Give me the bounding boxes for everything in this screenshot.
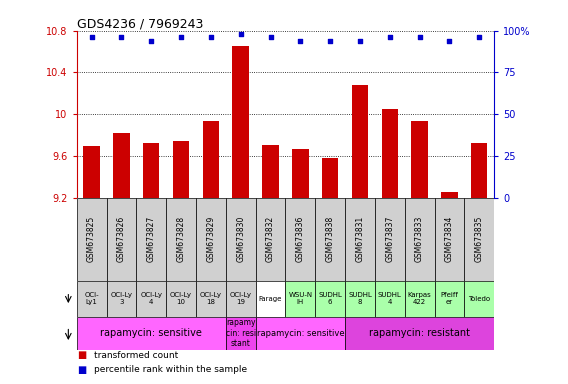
Text: rapamy
cin: resi
stant: rapamy cin: resi stant [225,318,256,348]
Text: rapamycin: resistant: rapamycin: resistant [369,328,470,338]
Bar [411,121,428,197]
Text: OCI-Ly
4: OCI-Ly 4 [140,292,162,305]
Bar [77,281,107,317]
Point [385,34,394,40]
Bar [256,317,345,349]
Bar [375,197,404,281]
Text: GSM673828: GSM673828 [177,216,186,262]
Point [356,38,365,44]
Bar [292,149,308,197]
Text: GSM673833: GSM673833 [415,216,424,262]
Point [147,38,156,44]
Bar [286,281,315,317]
Bar [286,197,315,281]
Bar [345,317,494,349]
Point [266,34,275,40]
Text: SUDHL
4: SUDHL 4 [378,292,402,305]
Text: OCI-Ly
10: OCI-Ly 10 [170,292,192,305]
Bar [196,197,226,281]
Point [236,31,245,37]
Bar [196,281,226,317]
Bar [166,197,196,281]
Bar [441,192,458,197]
Point [445,38,454,44]
Bar [471,143,487,197]
Bar [405,281,435,317]
Bar [256,281,286,317]
Bar [352,85,368,197]
Bar [405,197,435,281]
Text: GSM673836: GSM673836 [296,216,305,262]
Text: GSM673831: GSM673831 [356,216,365,262]
Text: OCI-Ly
3: OCI-Ly 3 [110,292,132,305]
Bar [113,133,130,197]
Bar [232,46,249,197]
Bar [256,197,286,281]
Text: GSM673832: GSM673832 [266,216,275,262]
Text: GSM673825: GSM673825 [87,216,96,262]
Bar [136,197,166,281]
Bar [226,281,256,317]
Bar [173,141,189,197]
Bar [465,197,494,281]
Text: transformed count: transformed count [94,351,178,360]
Bar [226,197,256,281]
Bar [77,317,226,349]
Text: GDS4236 / 7969243: GDS4236 / 7969243 [77,18,203,31]
Bar [226,317,256,349]
Text: WSU-N
IH: WSU-N IH [289,292,312,305]
Point [296,38,305,44]
Text: OCI-Ly
18: OCI-Ly 18 [200,292,222,305]
Bar [465,281,494,317]
Point [415,34,424,40]
Text: SUDHL
6: SUDHL 6 [318,292,342,305]
Text: GSM673830: GSM673830 [236,216,245,262]
Text: GSM673827: GSM673827 [147,216,156,262]
Text: ■: ■ [77,365,86,375]
Text: ■: ■ [77,350,86,360]
Point [325,38,335,44]
Text: percentile rank within the sample: percentile rank within the sample [94,365,247,374]
Point [206,34,215,40]
Bar [136,281,166,317]
Bar [77,197,107,281]
Text: GSM673826: GSM673826 [117,216,126,262]
Text: Toledo: Toledo [468,296,490,302]
Bar [345,197,375,281]
Text: GSM673834: GSM673834 [445,216,454,262]
Bar [262,146,279,197]
Point [117,34,126,40]
Point [177,34,186,40]
Text: OCI-Ly
19: OCI-Ly 19 [229,292,252,305]
Point [87,34,96,40]
Bar [382,109,398,197]
Bar [107,197,136,281]
Point [475,34,484,40]
Text: Farage: Farage [259,296,282,302]
Bar [322,158,339,197]
Bar [107,281,136,317]
Text: GSM673838: GSM673838 [325,216,335,262]
Bar [83,146,100,197]
Text: rapamycin: sensitive: rapamycin: sensitive [101,328,202,338]
Bar [375,281,404,317]
Bar [143,143,160,197]
Bar [315,281,345,317]
Text: SUDHL
8: SUDHL 8 [348,292,372,305]
Bar [435,281,465,317]
Text: Pfeiff
er: Pfeiff er [441,292,458,305]
Text: GSM673835: GSM673835 [475,216,484,262]
Bar [435,197,465,281]
Text: OCI-
Ly1: OCI- Ly1 [84,292,99,305]
Text: GSM673829: GSM673829 [206,216,215,262]
Bar [166,281,196,317]
Text: GSM673837: GSM673837 [385,216,394,262]
Bar [315,197,345,281]
Bar [203,121,219,197]
Bar [345,281,375,317]
Text: rapamycin: sensitive: rapamycin: sensitive [257,329,344,338]
Text: Karpas
422: Karpas 422 [408,292,432,305]
